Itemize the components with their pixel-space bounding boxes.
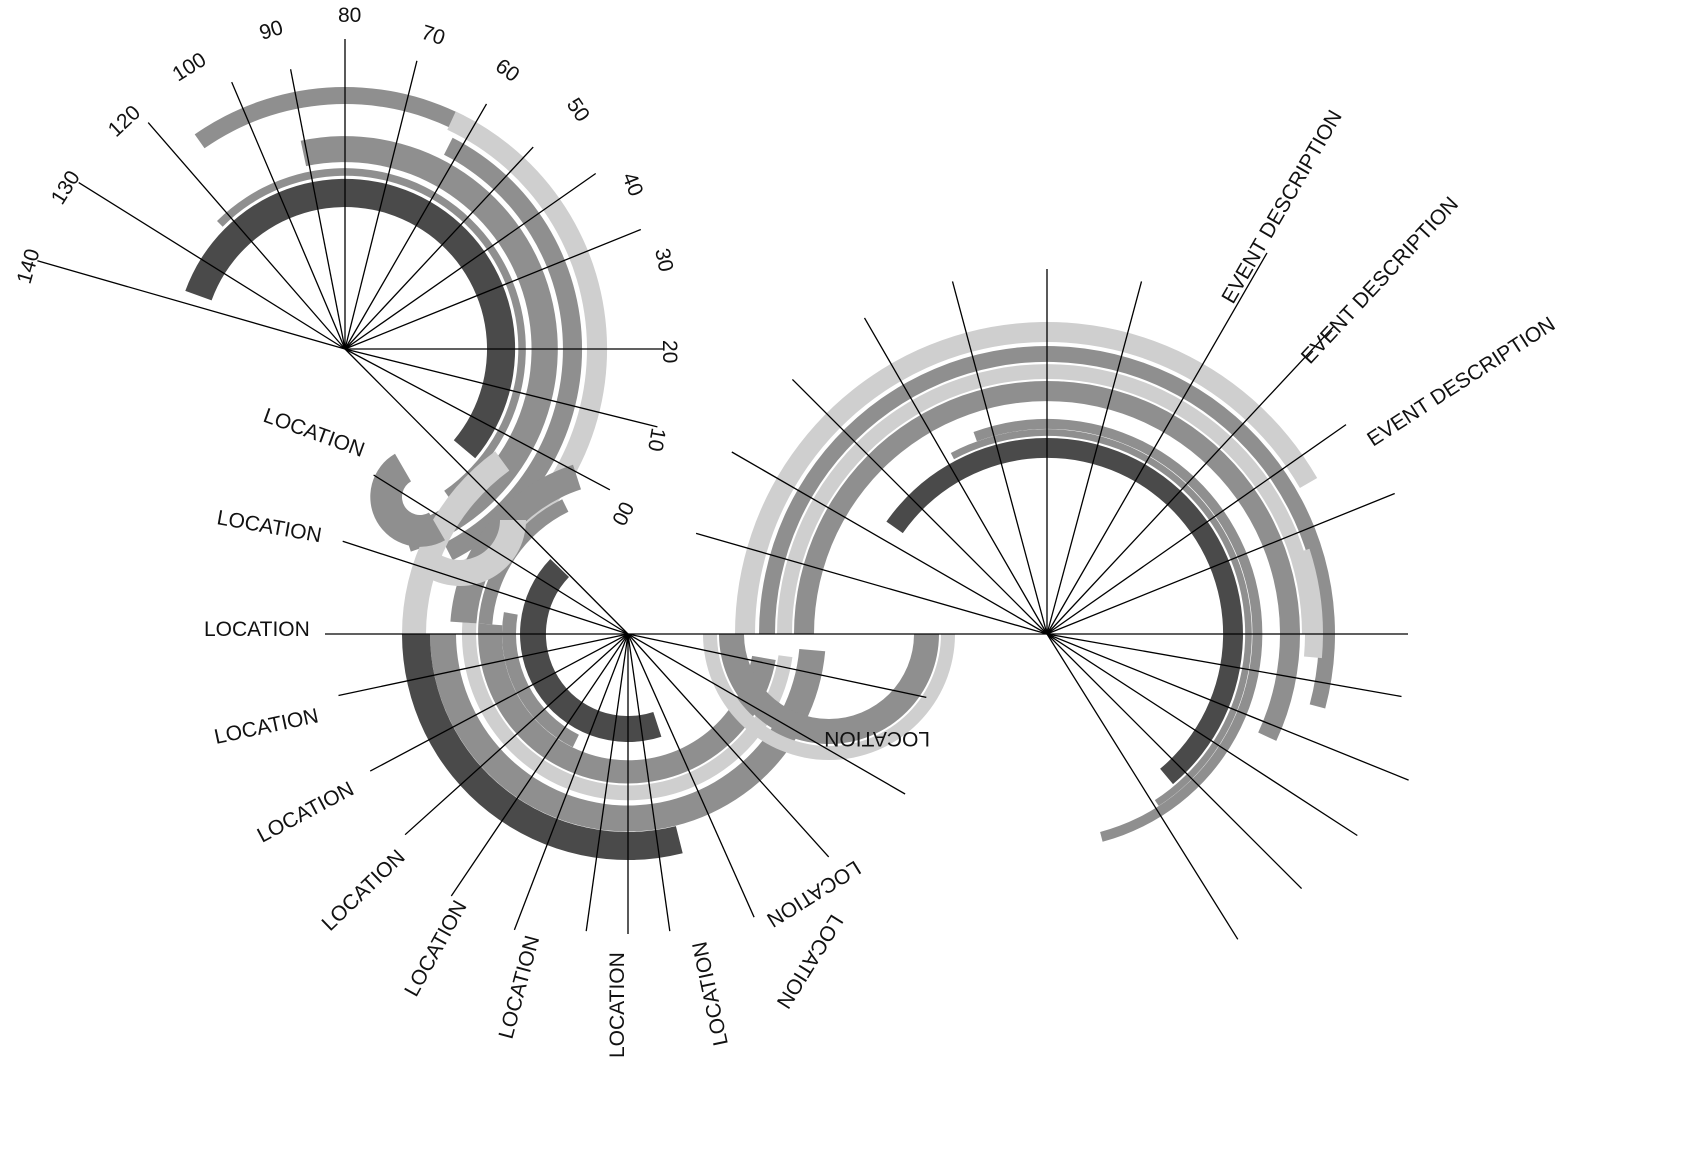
ray-line-14 xyxy=(344,348,611,491)
ray-line-23 xyxy=(513,633,629,931)
scale-label-100: 100 xyxy=(168,48,210,86)
location-label-7: LOCATION xyxy=(400,897,471,1001)
ray-line-7 xyxy=(344,60,418,350)
ray-line-40 xyxy=(791,378,1048,635)
location-label-1: LOCATION xyxy=(260,404,367,462)
ray-line-41 xyxy=(731,451,1048,635)
arc-band-27 xyxy=(703,634,955,760)
arc-band-17 xyxy=(427,520,526,587)
scale-label-70: 70 xyxy=(418,21,447,50)
event-description-label-1: EVENT DESCRIPTION xyxy=(1217,106,1346,307)
scale-label-40: 40 xyxy=(617,169,647,199)
location-label-10: LOCATION xyxy=(688,939,732,1047)
scale-label-20: 20 xyxy=(658,340,681,363)
location-label-9: LOCATION xyxy=(606,952,629,1058)
ray-line-42 xyxy=(695,532,1048,635)
scale-label-00: 00 xyxy=(607,498,638,529)
arc-band-1 xyxy=(185,178,516,459)
ray-line-11 xyxy=(344,228,642,350)
ray-line-45 xyxy=(1046,633,1358,837)
ray-line-8 xyxy=(344,103,488,350)
ray-line-15 xyxy=(344,348,629,635)
scale-label-120: 120 xyxy=(104,101,145,142)
ray-line-29 xyxy=(627,633,906,795)
ray-line-9 xyxy=(344,146,534,350)
event-description-label-3: EVENT DESCRIPTION xyxy=(1363,313,1559,452)
location-label-3: LOCATION xyxy=(204,618,310,641)
ray-line-20 xyxy=(369,633,629,772)
ray-line-24 xyxy=(585,633,629,932)
arc-band-15 xyxy=(402,451,510,634)
ray-line-38 xyxy=(951,281,1048,635)
scale-label-30: 30 xyxy=(650,246,677,274)
ray-line-5 xyxy=(289,69,346,350)
scale-label-10: 10 xyxy=(643,426,670,453)
ray-line-36 xyxy=(1046,424,1347,635)
arc-band-20 xyxy=(973,418,1263,842)
location-label-6: LOCATION xyxy=(317,846,409,936)
location-label-12: LOCATION xyxy=(763,856,865,932)
ray-line-47 xyxy=(1046,633,1239,940)
ray-line-1 xyxy=(37,260,346,350)
arc-bands xyxy=(185,87,1335,861)
scale-label-60: 60 xyxy=(491,54,523,86)
ray-line-13 xyxy=(344,348,658,428)
arc-band-6 xyxy=(447,111,608,585)
ray-line-44 xyxy=(1046,633,1409,781)
arc-band-12 xyxy=(450,464,581,624)
arc-band-19 xyxy=(950,429,1252,806)
ray-line-43 xyxy=(1046,633,1402,698)
ray-line-39 xyxy=(863,317,1048,635)
ray-line-10 xyxy=(344,172,597,350)
ray-line-26 xyxy=(627,633,671,932)
location-label-5: LOCATION xyxy=(254,777,358,847)
ray-line-4 xyxy=(231,81,346,350)
arc-band-5 xyxy=(194,87,464,149)
ray-line-17 xyxy=(342,540,629,635)
scale-label-50: 50 xyxy=(562,94,594,126)
scale-label-130: 130 xyxy=(47,167,85,209)
ray-line-33 xyxy=(1046,281,1143,635)
arc-band-26 xyxy=(719,634,939,744)
location-label-13: LOCATION xyxy=(824,727,930,750)
arc-band-7 xyxy=(520,559,662,742)
ray-line-22 xyxy=(450,633,629,897)
arc-band-4 xyxy=(444,137,583,561)
scale-label-140: 140 xyxy=(13,246,45,286)
ray-line-35 xyxy=(1046,326,1334,635)
ray-line-46 xyxy=(1046,633,1303,890)
location-label-8: LOCATION xyxy=(495,933,545,1041)
ray-lines xyxy=(37,39,1409,940)
ray-line-16 xyxy=(373,474,629,635)
ray-line-28 xyxy=(627,633,830,858)
event-description-label-2: EVENT DESCRIPTION xyxy=(1297,193,1463,369)
scale-label-90: 90 xyxy=(257,16,286,45)
ray-line-27 xyxy=(627,633,755,918)
arc-band-16 xyxy=(370,453,445,547)
arc-band-9 xyxy=(478,623,776,784)
arc-band-25 xyxy=(1292,548,1323,659)
location-label-2: LOCATION xyxy=(215,506,323,547)
ray-line-2 xyxy=(78,182,346,350)
ray-line-37 xyxy=(1046,492,1395,635)
arc-band-8 xyxy=(501,612,579,748)
ray-line-21 xyxy=(404,633,629,836)
arc-band-2 xyxy=(217,168,526,498)
ray-line-34 xyxy=(1046,252,1268,635)
arc-band-10 xyxy=(478,499,569,625)
arc-band-14 xyxy=(402,634,683,861)
scale-label-80: 80 xyxy=(338,4,361,27)
location-label-4: LOCATION xyxy=(212,704,320,748)
ray-line-19 xyxy=(338,633,629,697)
ray-line-3 xyxy=(147,122,346,350)
ray-line-30 xyxy=(627,633,927,699)
